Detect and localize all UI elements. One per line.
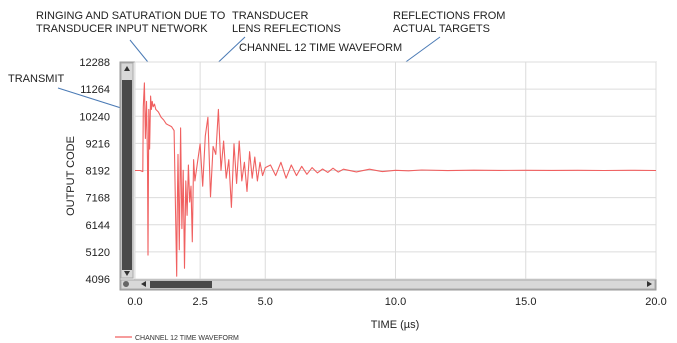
hscrollbar-thumb[interactable]: [150, 281, 212, 288]
horizontal-scrollbar[interactable]: [120, 279, 656, 290]
series-group: [135, 82, 657, 277]
y-tick-label: 7168: [86, 193, 110, 205]
annotation-targets-line1: REFLECTIONS FROM: [393, 10, 505, 22]
x-tick-label: 0.0: [127, 296, 142, 308]
annotation-transmit: TRANSMIT: [8, 73, 65, 85]
x-tick-label: 2.5: [192, 296, 207, 308]
scrollbar-thumb[interactable]: [122, 80, 132, 270]
y-tick-label: 10240: [79, 111, 110, 123]
x-axis-label: TIME (µs): [371, 319, 420, 331]
scroll-down-icon[interactable]: [124, 271, 130, 276]
annotation-ringing-line1: RINGING AND SATURATION DUE TO: [36, 10, 226, 22]
vertical-scrollbar[interactable]: [120, 62, 134, 279]
annotation-ringing-line2: TRANSDUCER INPUT NETWORK: [36, 23, 208, 35]
scroll-left-icon[interactable]: [141, 281, 146, 287]
chart-title: CHANNEL 12 TIME WAVEFORM: [239, 42, 402, 54]
scroll-up-icon[interactable]: [124, 66, 130, 71]
scroll-right-icon[interactable]: [647, 281, 652, 287]
annotation-targets-line2: ACTUAL TARGETS: [393, 23, 490, 35]
y-tick-label: 6144: [86, 220, 110, 232]
grid: [134, 61, 657, 280]
y-tick-label: 4096: [86, 274, 110, 286]
y-tick-label: 12288: [79, 57, 110, 69]
legend-label: CHANNEL 12 TIME WAVEFORM: [135, 335, 239, 342]
x-tick-label: 20.0: [645, 296, 666, 308]
annotation-lens-line1: TRANSDUCER: [232, 10, 308, 22]
y-tick-label: 9216: [86, 138, 110, 150]
x-tick-label: 15.0: [515, 296, 536, 308]
y-tick-label: 11264: [80, 84, 110, 96]
x-tick-labels: 0.0 2.5 5.0 10.0 15.0 20.0: [127, 296, 666, 308]
y-axis-label: OUTPUT CODE: [65, 136, 77, 216]
y-tick-label: 8192: [86, 166, 110, 178]
x-tick-label: 5.0: [258, 296, 273, 308]
x-tick-label: 10.0: [385, 296, 406, 308]
y-tick-labels: 12288 11264 10240 9216 8192 7168 6144 5120 4096: [79, 57, 110, 286]
y-tick-label: 5120: [86, 247, 110, 259]
hscrollbar-track[interactable]: [120, 279, 656, 290]
zoom-icon[interactable]: [123, 281, 129, 287]
annotation-lens-line2: LENS REFLECTIONS: [232, 23, 341, 35]
series-line: [135, 82, 657, 277]
